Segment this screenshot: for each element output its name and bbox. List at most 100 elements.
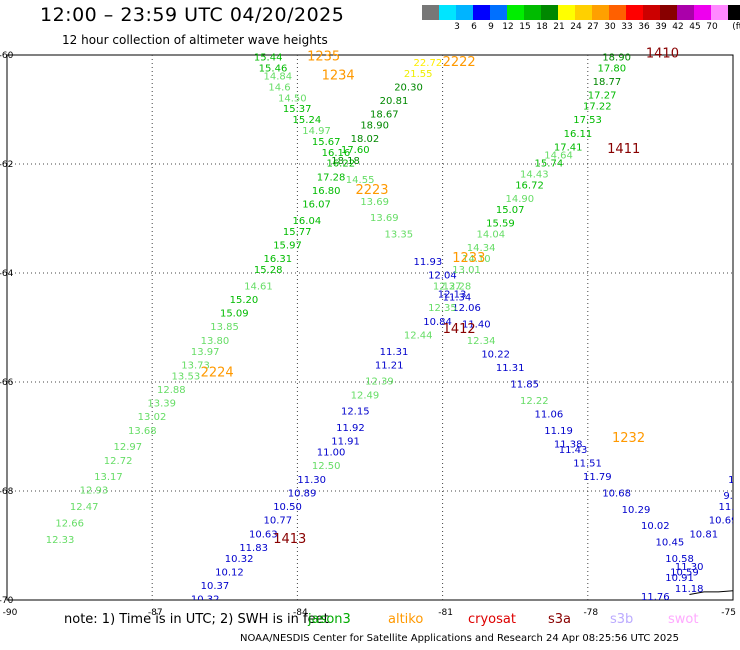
legend-label: 24 — [570, 22, 582, 32]
wave-height-label: 1 — [728, 475, 734, 486]
wave-height-label: 12.34 — [467, 336, 496, 347]
wave-height-label: 18.90 — [360, 121, 389, 132]
data-layer: 15.4415.4614.8414.614.5015.3715.2414.971… — [46, 47, 740, 650]
legend-swatch — [592, 5, 609, 20]
wave-height-label: 11.43 — [559, 445, 588, 456]
legend-swatch — [456, 5, 473, 20]
y-tick-label: -68 — [0, 487, 14, 497]
wave-height-label: 10.57 — [162, 627, 191, 638]
plot-frame — [6, 54, 734, 601]
wave-height-label: 14.34 — [467, 243, 496, 254]
legend-label: 45 — [689, 22, 701, 32]
wave-height-label: 12.39 — [365, 377, 394, 388]
wave-height-label: 18.18 — [331, 156, 360, 167]
wave-height-label: 14.61 — [244, 281, 273, 292]
legend-swatch — [490, 5, 507, 20]
wave-height-label: 11.93 — [414, 257, 443, 268]
legend-label: 21 — [553, 22, 565, 32]
wave-height-label: 12.88 — [157, 385, 186, 396]
wave-height-label: 14.50 — [278, 93, 307, 104]
wave-height-label: 10.32 — [191, 595, 220, 606]
pass-time-label: 1234 — [322, 69, 355, 84]
wave-height-label: 22.72 — [414, 58, 443, 69]
wave-height-label: 12.15 — [341, 407, 370, 418]
wave-height-label: 16.16 — [322, 148, 351, 159]
wave-height-label: 10.58 — [665, 554, 694, 565]
legend-swatch — [541, 5, 558, 20]
satellite-s3a: s3a — [548, 612, 572, 627]
wave-height-label: 16.80 — [312, 186, 341, 197]
legend-swatch — [439, 5, 456, 20]
legend-swatch — [694, 5, 711, 20]
legend-swatch — [711, 5, 728, 20]
pass-time-label: 2223 — [355, 183, 388, 198]
legend-swatch — [473, 5, 490, 20]
wave-height-label: 9.93 — [631, 603, 653, 614]
legend-swatch — [626, 5, 643, 20]
wave-height-label: 14.97 — [302, 126, 331, 137]
wave-height-label: 18.77 — [593, 77, 622, 88]
wave-height-label: 11.92 — [336, 423, 365, 434]
wave-height-label: 10.89 — [288, 488, 317, 499]
wave-height-label: 12.93 — [80, 486, 109, 497]
wave-height-label: 18.67 — [370, 110, 399, 121]
wave-height-label: 15.09 — [220, 309, 249, 320]
legend-swatch — [728, 5, 740, 20]
wave-height-label: 17.41 — [554, 142, 583, 153]
wave-height-label: 15.20 — [230, 295, 259, 306]
wave-height-label: 13.68 — [128, 426, 157, 437]
legend-label: 27 — [587, 22, 599, 32]
wave-height-label: 11.85 — [510, 379, 539, 390]
wave-height-label: 13.73 — [181, 360, 210, 371]
pass-time-label: 1233 — [452, 251, 485, 266]
wave-height-label: 11.91 — [331, 437, 360, 448]
pass-time-label: 1232 — [612, 431, 645, 446]
wave-height-label: 10.81 — [689, 529, 718, 540]
wave-height-label: 10.26 — [147, 641, 176, 650]
wave-height-label: 10.37 — [201, 581, 230, 592]
satellite-swot: swot — [668, 612, 699, 627]
wave-height-label: 16.04 — [293, 216, 322, 227]
wave-height-label: 12.72 — [104, 456, 133, 467]
wave-height-label: 13.39 — [147, 399, 176, 410]
wave-height-label: 13.85 — [210, 322, 239, 333]
legend-label: 3 — [454, 22, 460, 32]
wave-height-label: 20.81 — [380, 96, 409, 107]
wave-height-label: 14.64 — [544, 151, 573, 162]
wave-height-label: 17.80 — [597, 63, 626, 74]
wave-height-label: 12.35 — [428, 303, 457, 314]
legend-label: 6 — [471, 22, 477, 32]
wave-height-label: 11.79 — [583, 472, 612, 483]
wave-height-label: 13.02 — [138, 412, 167, 423]
wave-height-label: 9.6 — [723, 491, 739, 502]
x-tick-label: -81 — [438, 608, 453, 618]
legend-swatch — [660, 5, 677, 20]
wave-height-label: 13.97 — [191, 347, 220, 358]
wave-height-label: 11.83 — [239, 543, 268, 554]
wave-height-label: 17.53 — [573, 115, 602, 126]
wave-height-label: 17.27 — [588, 91, 617, 102]
legend-label: 30 — [604, 22, 616, 32]
wave-height-label: 11.01 — [718, 502, 740, 513]
wave-height-label: 15.77 — [283, 227, 312, 238]
pass-time-label: 1412 — [443, 322, 476, 337]
legend-swatch — [507, 5, 524, 20]
wave-height-label: 10.29 — [622, 505, 651, 516]
wave-height-label: 11.76 — [641, 592, 670, 603]
wave-height-label: 10.69 — [709, 516, 738, 527]
coastline — [689, 590, 734, 596]
legend-label: 70 — [706, 22, 718, 32]
wave-height-label: 20.30 — [394, 82, 423, 93]
pass-time-label: 2224 — [201, 366, 234, 381]
x-tick-label: -84 — [293, 608, 308, 618]
wave-height-label: 14.6 — [268, 82, 290, 93]
wave-height-label: 10.50 — [273, 502, 302, 513]
wave-height-label: 11.00 — [317, 448, 346, 459]
wave-height-label: 14.10 — [462, 254, 491, 265]
wave-height-label: 15.37 — [283, 104, 312, 115]
wave-height-label: 10.45 — [656, 538, 685, 549]
wave-height-label: 16.22 — [326, 159, 355, 170]
x-tick-label: -75 — [721, 608, 736, 618]
wave-height-label: 14.55 — [346, 175, 375, 186]
